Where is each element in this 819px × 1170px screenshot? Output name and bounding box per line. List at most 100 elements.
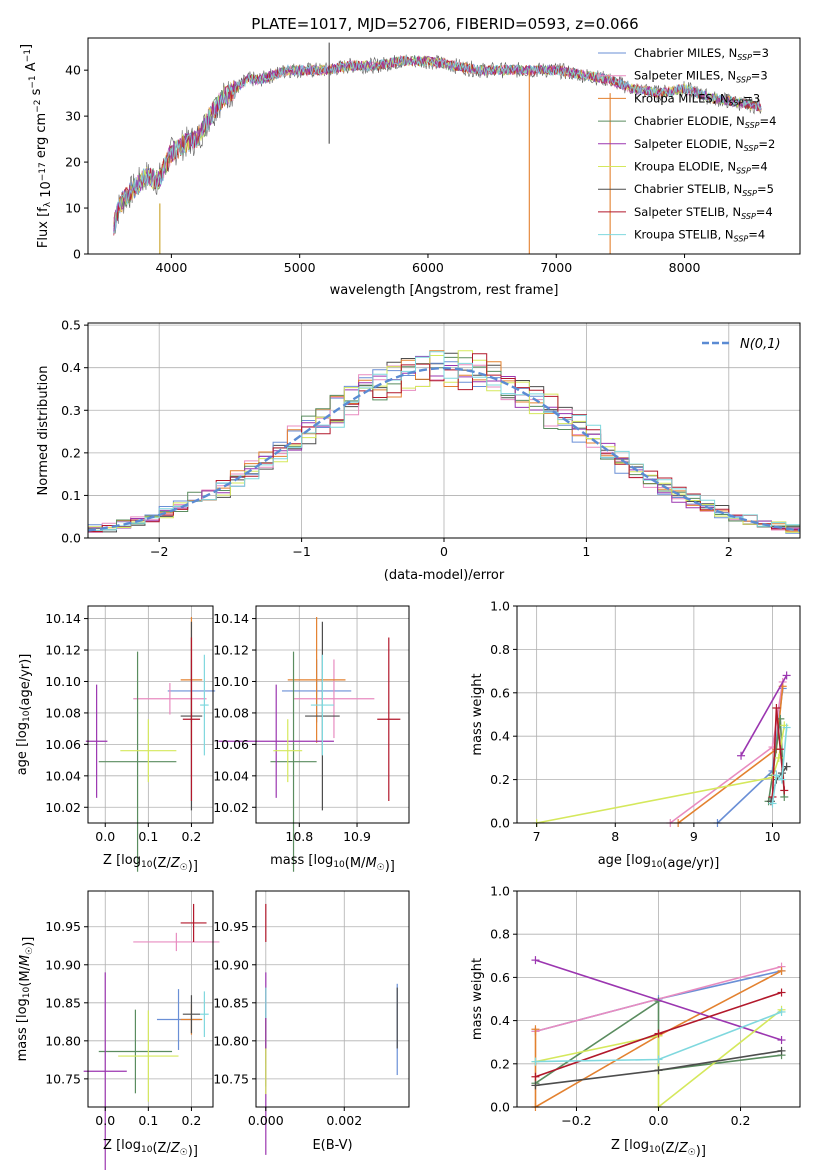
y-tick-label: 0.4 [490, 1013, 510, 1028]
plot-content [532, 671, 791, 827]
legend-label: Salpeter MILES, NSSP=3 [634, 69, 768, 85]
y-tick-label: 0.0 [490, 816, 510, 831]
panel-age_vs_Z: 0.0 0.1 0.2 10.02 10.04 10.06 10.08 10.10 10.12 1… [15, 605, 216, 874]
y-tick-label: 10.75 [213, 1071, 249, 1086]
y-axis-label: mass weight [470, 958, 485, 1040]
x-tick-label: 0.2 [182, 829, 202, 844]
y-tick-label: 10.02 [213, 800, 249, 815]
x-tick-label: 7 [533, 829, 541, 844]
x-tick-label: 0.0 [95, 829, 115, 844]
x-tick-label: 0.1 [138, 1113, 158, 1128]
x-axis-label: Z [log10(Z/Z☉)] [103, 1138, 198, 1159]
normal-curve [87, 366, 801, 532]
y-tick-label: 40 [65, 63, 81, 78]
x-tick-label: 0 [440, 544, 448, 559]
y-axis-label: mass [log10(M/M☉)] [15, 937, 36, 1062]
plot-content [83, 903, 220, 1170]
y-tick-label: 10.08 [45, 705, 81, 720]
axes-frame [87, 37, 801, 255]
x-tick-label: 6000 [412, 260, 444, 275]
x-tick-label: 7000 [540, 260, 572, 275]
legend-label: Chabrier ELODIE, NSSP=4 [634, 114, 776, 130]
plot-area [256, 891, 409, 1107]
y-tick-label: 10.14 [213, 611, 249, 626]
y-tick-label: 10.10 [213, 674, 249, 689]
weight-line-4 [740, 675, 788, 757]
weight-line-4 [535, 959, 782, 1041]
y-tick-label: 20 [65, 155, 81, 170]
plot-content [218, 617, 401, 872]
y-tick-label: 10.95 [213, 919, 249, 934]
plot-area [88, 606, 213, 823]
x-axis-label: wavelength [Angstrom, rest frame] [330, 283, 559, 298]
legend-label: Salpeter STELIB, NSSP=4 [634, 205, 773, 221]
y-tick-label: 10.06 [45, 737, 81, 752]
y-tick-label: 10.12 [213, 643, 249, 658]
axes-frame [255, 890, 410, 1108]
x-tick-label: 9 [690, 829, 698, 844]
x-tick-label: 0.0 [649, 1113, 669, 1128]
plot-content [87, 350, 801, 538]
axes-frame [87, 605, 214, 824]
x-axis-label: Z [log10(Z/Z☉)] [611, 1138, 706, 1159]
y-tick-label: 0.5 [61, 318, 81, 333]
y-tick-label: 30 [65, 109, 81, 124]
y-tick-label: 10.80 [213, 1033, 249, 1048]
x-tick-label: 8 [611, 829, 619, 844]
plots-layer: 4000 5000 6000 7000 8000010203040wavelength … [15, 37, 801, 1170]
legend-label: Kroupa ELODIE, NSSP=4 [634, 160, 768, 176]
weight-line-8 [771, 727, 788, 804]
y-axis-label: age [log10(age/yr)] [15, 654, 33, 776]
y-axis-label: Flux [fλ 10−17 erg cm−2 s−1 A−1] [19, 44, 54, 248]
x-tick-label: −0.2 [561, 1113, 591, 1128]
x-tick-label: 0.000 [248, 1113, 284, 1128]
weight-line-2 [534, 970, 782, 1109]
x-tick-label: −1 [292, 544, 310, 559]
figure-title: PLATE=1017, MJD=52706, FIBERID=0593, z=0… [251, 15, 638, 33]
legend-label: Chabrier STELIB, NSSP=5 [634, 182, 774, 198]
y-axis-label: mass weight [470, 673, 485, 755]
y-tick-label: 0.4 [61, 360, 81, 375]
panel-age_vs_mass: 10.8 10.9 10.02 10.04 10.06 10.08 10.10 10.12 10… [213, 605, 410, 874]
y-tick-label: 10.85 [213, 995, 249, 1010]
y-tick-label: 0.2 [490, 772, 510, 787]
panel-spectrum: 4000 5000 6000 7000 8000 0 10 20 30 40 wavelength … [19, 37, 801, 298]
plot-area [517, 606, 800, 823]
y-tick-label: 1.0 [490, 599, 510, 614]
x-axis-label: E(B-V) [312, 1138, 352, 1153]
axes-frame [87, 890, 214, 1108]
y-tick-label: 0.0 [61, 531, 81, 546]
y-tick-label: 0.3 [61, 403, 81, 418]
plot-content [85, 617, 216, 872]
y-tick-label: 0.6 [490, 970, 510, 985]
x-tick-label: 10.9 [343, 829, 371, 844]
x-tick-label: 0.2 [182, 1113, 202, 1128]
y-tick-label: 0.6 [490, 685, 510, 700]
plot-content [113, 42, 762, 254]
x-tick-label: 4000 [155, 260, 187, 275]
plot-content [265, 903, 398, 1155]
panel-mass_vs_ebv: 0.000 0.002 10.75 10.80 10.85 10.90 10.95 E(B-V… [213, 890, 410, 1155]
y-tick-label: 10.12 [45, 643, 81, 658]
x-tick-label: 1 [582, 544, 590, 559]
y-tick-label: 0.4 [490, 729, 510, 744]
x-tick-label: 10 [765, 829, 781, 844]
axes-frame [255, 605, 410, 824]
y-tick-label: 10.04 [45, 768, 81, 783]
legend-label: Kroupa MILES, NSSP=3 [634, 91, 760, 107]
x-axis-label: Z [log10(Z/Z☉)] [103, 853, 198, 874]
y-tick-label: 10.10 [45, 674, 81, 689]
plot-area [256, 606, 409, 823]
x-tick-label: 0.2 [731, 1113, 751, 1128]
y-tick-label: 10.85 [45, 995, 81, 1010]
y-tick-label: 0.0 [490, 1100, 510, 1115]
y-tick-label: 10.08 [213, 705, 249, 720]
y-tick-label: 10.80 [45, 1033, 81, 1048]
x-tick-label: −2 [150, 544, 168, 559]
axes-frame [516, 605, 801, 824]
y-tick-label: 0 [73, 247, 81, 262]
x-axis-label: (data-model)/error [384, 568, 505, 583]
x-tick-label: 0.1 [138, 829, 158, 844]
x-tick-label: 0.002 [326, 1113, 362, 1128]
weight-line-5 [536, 725, 786, 824]
